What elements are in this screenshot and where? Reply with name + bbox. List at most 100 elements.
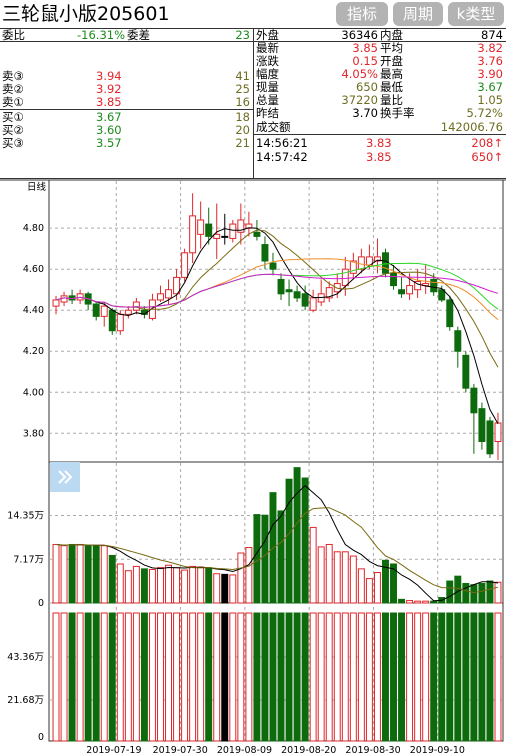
volume2-bar[interactable] xyxy=(237,612,245,742)
volume2-bar[interactable] xyxy=(108,612,116,742)
volume-bar[interactable] xyxy=(124,570,132,604)
volume-bar[interactable] xyxy=(470,584,478,604)
volume-bar[interactable] xyxy=(293,467,301,604)
volume-bar[interactable] xyxy=(277,510,285,604)
volume-bar[interactable] xyxy=(373,572,381,604)
volume2-bar[interactable] xyxy=(60,612,68,742)
volume-bar[interactable] xyxy=(189,565,197,604)
volume2-bar[interactable] xyxy=(325,612,333,742)
volume2-bar[interactable] xyxy=(341,612,349,742)
volume-bar[interactable] xyxy=(116,563,124,604)
volume2-bar[interactable] xyxy=(52,612,60,742)
volume-bar[interactable] xyxy=(285,478,293,604)
volume-bar[interactable] xyxy=(148,568,156,604)
volume-bar[interactable] xyxy=(414,600,422,604)
candle[interactable] xyxy=(269,252,277,276)
volume-bar[interactable] xyxy=(478,582,486,604)
volume2-bar[interactable] xyxy=(181,612,189,742)
volume2-bar[interactable] xyxy=(229,612,237,742)
candle[interactable] xyxy=(157,285,164,303)
volume-bar[interactable] xyxy=(430,600,438,604)
expand-panel-button[interactable] xyxy=(50,462,80,492)
volume2-bar[interactable] xyxy=(205,612,213,742)
volume-bar[interactable] xyxy=(357,568,365,604)
volume2-bar[interactable] xyxy=(140,612,148,742)
candle[interactable] xyxy=(108,308,116,335)
volume2-bar[interactable] xyxy=(76,612,84,742)
period-button[interactable]: 周期 xyxy=(393,2,443,26)
volume2-bar[interactable] xyxy=(269,612,277,742)
volume2-bar[interactable] xyxy=(92,612,100,742)
volume2-bar[interactable] xyxy=(373,612,381,742)
volume2-bar[interactable] xyxy=(382,612,389,742)
volume-bar[interactable] xyxy=(382,559,389,604)
candle[interactable] xyxy=(100,302,108,327)
volume2-bar[interactable] xyxy=(309,612,317,742)
volume-bar[interactable] xyxy=(245,547,253,604)
volume2-bar[interactable] xyxy=(173,612,181,742)
volume-bar[interactable] xyxy=(60,545,68,604)
volume-bar[interactable] xyxy=(446,580,454,604)
candle[interactable] xyxy=(229,219,237,243)
volume2-bar[interactable] xyxy=(68,612,76,742)
volume-bar[interactable] xyxy=(486,580,494,604)
volume2-bar[interactable] xyxy=(124,612,132,742)
volume-bar[interactable] xyxy=(309,526,317,604)
candle[interactable] xyxy=(293,285,301,303)
volume-bar[interactable] xyxy=(422,600,430,604)
volume2-bar[interactable] xyxy=(333,612,341,742)
volume2-bar[interactable] xyxy=(438,612,446,742)
volume2-bar[interactable] xyxy=(478,612,486,742)
volume-bar[interactable] xyxy=(390,563,397,604)
candle[interactable] xyxy=(237,203,245,245)
bid-row-2[interactable]: 买② 3.60 20 xyxy=(0,124,253,136)
volume-bar[interactable] xyxy=(398,598,406,604)
volume2-bar[interactable] xyxy=(365,612,373,742)
volume2-bar[interactable] xyxy=(414,612,422,742)
volume-bar[interactable] xyxy=(108,554,116,604)
candle[interactable] xyxy=(197,201,205,249)
candle[interactable] xyxy=(446,295,454,331)
volume-bar[interactable] xyxy=(52,543,60,604)
volume-bar[interactable] xyxy=(341,551,349,604)
volume-bar[interactable] xyxy=(221,573,229,604)
candle[interactable] xyxy=(301,285,309,311)
volume2-bar[interactable] xyxy=(277,612,285,742)
volume2-bar[interactable] xyxy=(454,612,462,742)
volume2-bar[interactable] xyxy=(148,612,156,742)
candle[interactable] xyxy=(76,289,84,305)
candle[interactable] xyxy=(52,295,60,315)
candle[interactable] xyxy=(285,279,293,307)
volume2-bar[interactable] xyxy=(406,612,414,742)
candle[interactable] xyxy=(213,203,221,259)
candle[interactable] xyxy=(181,248,189,282)
volume2-bar[interactable] xyxy=(253,612,261,742)
kline-type-button[interactable]: k类型 xyxy=(448,2,504,26)
volume-bar[interactable] xyxy=(157,567,164,604)
volume2-bar[interactable] xyxy=(317,612,325,742)
volume-bar[interactable] xyxy=(140,568,148,604)
volume-bar[interactable] xyxy=(229,574,237,604)
volume2-bar[interactable] xyxy=(261,612,269,742)
volume-bar[interactable] xyxy=(205,567,213,604)
volume-bar[interactable] xyxy=(454,575,462,604)
volume-bar[interactable] xyxy=(84,545,92,604)
volume2-bar[interactable] xyxy=(390,612,397,742)
candle[interactable] xyxy=(317,279,325,307)
volume-bar[interactable] xyxy=(349,555,357,604)
volume-bar[interactable] xyxy=(237,552,245,604)
volume-bar[interactable] xyxy=(253,514,261,604)
candle[interactable] xyxy=(349,252,357,280)
candle[interactable] xyxy=(92,302,100,321)
volume2-bar[interactable] xyxy=(486,612,494,742)
bid-row-3[interactable]: 买③ 3.57 21 xyxy=(0,137,253,149)
volume-bar[interactable] xyxy=(76,543,84,604)
candle[interactable] xyxy=(325,281,333,303)
volume2-bar[interactable] xyxy=(470,612,478,742)
candle[interactable] xyxy=(470,384,478,454)
volume-bar[interactable] xyxy=(100,545,108,604)
volume-bar[interactable] xyxy=(132,565,140,604)
volume2-bar[interactable] xyxy=(132,612,140,742)
candle[interactable] xyxy=(221,213,229,245)
volume2-bar[interactable] xyxy=(462,612,470,742)
